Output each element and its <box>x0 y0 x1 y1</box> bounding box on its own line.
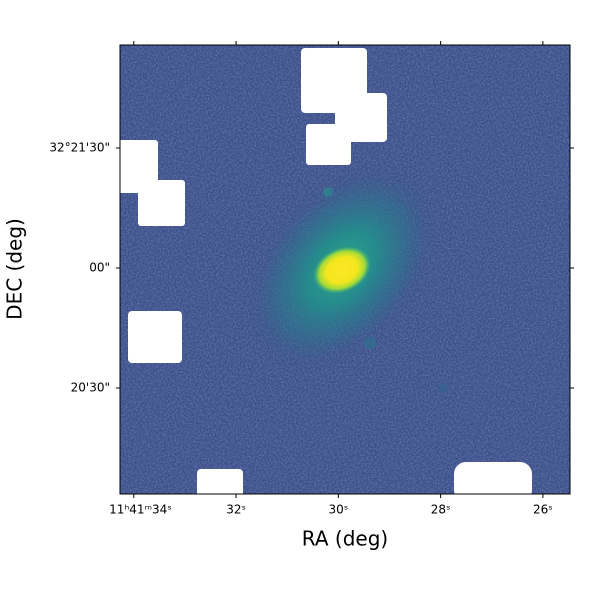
y-axis-label: DEC (deg) <box>3 218 27 320</box>
x-axis-label: RA (deg) <box>302 527 388 551</box>
y-tick-label: 00" <box>89 261 110 275</box>
source <box>438 383 448 393</box>
mask <box>120 140 158 193</box>
mask <box>306 124 351 165</box>
galaxy-core <box>313 246 371 294</box>
x-tick-label: 28ˢ <box>431 503 451 517</box>
x-tick-label: 26ˢ <box>533 503 553 517</box>
y-tick-label: 20'30" <box>71 381 110 395</box>
mask <box>197 469 243 494</box>
x-tick-label: 30ˢ <box>328 503 348 517</box>
source <box>364 337 376 349</box>
sky-image <box>120 45 570 494</box>
masks <box>120 48 532 494</box>
mask <box>454 462 532 494</box>
mask <box>138 180 185 226</box>
mask <box>128 311 182 363</box>
plot-frame <box>119 44 571 495</box>
y-tick-label: 32°21'30" <box>49 141 110 155</box>
source <box>323 187 333 197</box>
x-tick-label: 32ˢ <box>226 503 246 517</box>
x-tick-label: 11ʰ41ᵐ34ˢ <box>109 503 172 517</box>
